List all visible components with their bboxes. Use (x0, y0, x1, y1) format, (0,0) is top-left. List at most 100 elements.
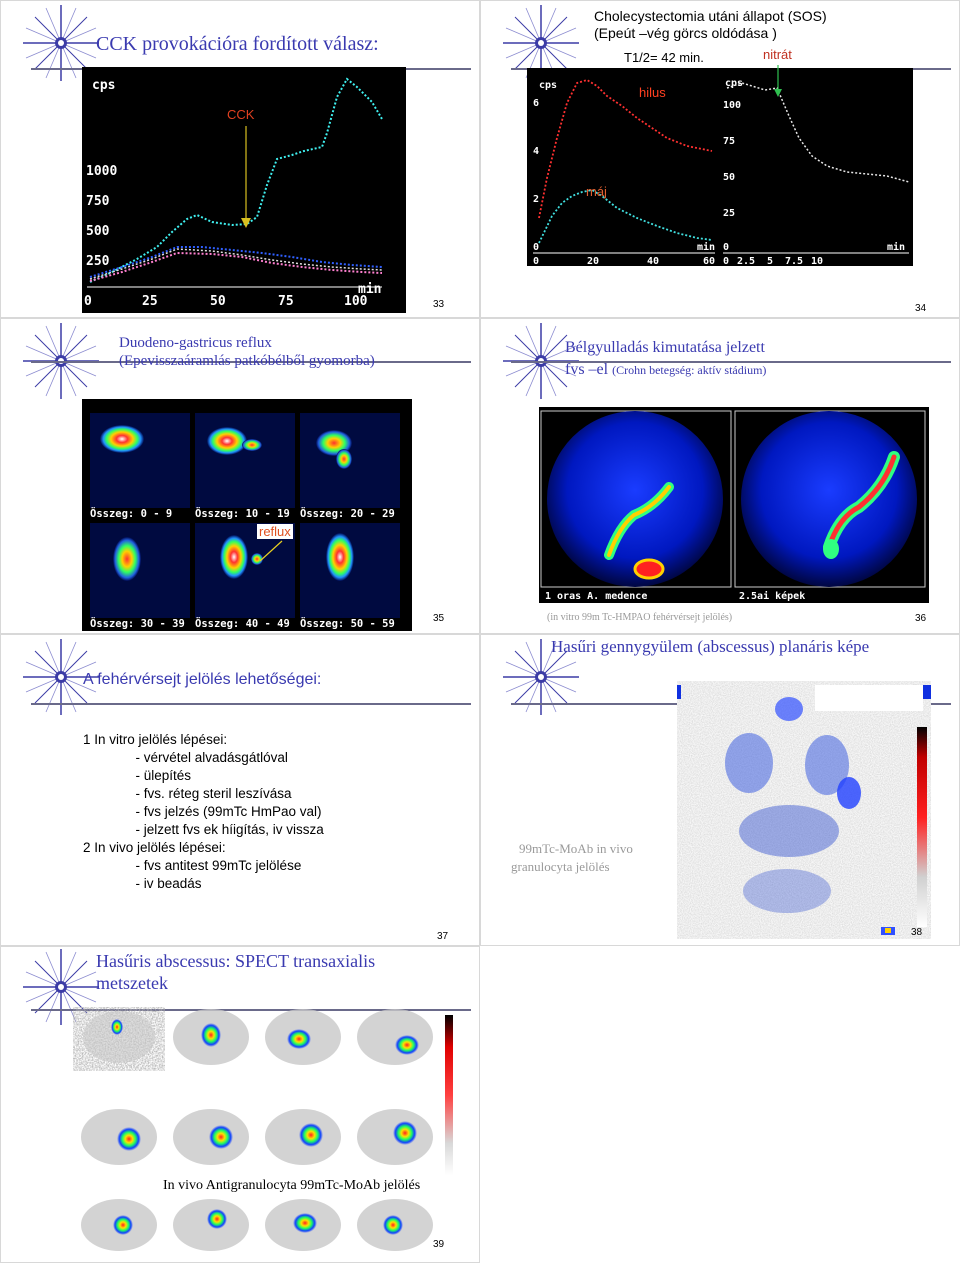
frame-caption: 2.5ai képek (739, 590, 805, 602)
slice-row-2 (81, 1109, 433, 1165)
hilus-label: hilus (639, 85, 666, 100)
y-unit-label: cps (725, 78, 743, 89)
step-line: - vérvétel alvadásgátlóval (83, 750, 288, 765)
x-tick-0: 0 (84, 294, 92, 309)
y-tick-500: 500 (86, 224, 110, 239)
frame-label: Összeg: 20 - 29 (300, 506, 395, 520)
slide-number: 37 (437, 931, 449, 942)
dynamic-frames-panel: Összeg: 0 - 9 Összeg: 10 - 19 Összeg: 20… (82, 399, 412, 631)
x-unit-label: min (697, 241, 715, 253)
step-line: - fvs. réteg steril leszívása (83, 786, 292, 801)
series-magenta (89, 251, 383, 282)
frame-caption: 1 oras A. medence (545, 591, 647, 602)
slide-37: A fehérvérsejt jelölés lehetőségei: 1 In… (0, 634, 480, 946)
y-tick-6: 6 (533, 98, 539, 109)
frame-label: Összeg: 50 - 59 (300, 616, 395, 630)
slide-34: Cholecystectomia utáni állapot (SOS) (Ep… (480, 0, 960, 318)
slide-39: Hasűris abscessus: SPECT transaxialis me… (0, 946, 480, 1263)
slide-title-line1: Bélgyulladás kimutatása jelzett (565, 339, 765, 356)
title-rule (31, 361, 471, 363)
frame-label: Összeg: 10 - 19 (195, 506, 290, 520)
y-tick-250: 250 (86, 254, 110, 269)
step-line: - fvs jelzés (99mTc HmPao val) (83, 804, 322, 819)
method-note: (in vitro 99m Tc-HMPAO fehérvérsejt jelö… (547, 612, 733, 623)
x-tick-5: 5 (767, 256, 773, 266)
reflux-label: reflux (257, 524, 293, 539)
slide-title-line2: fvs –el (Crohn betegség: aktív stádium) (565, 361, 766, 379)
y-tick-75: 75 (723, 136, 735, 147)
nitrate-arrow (774, 65, 782, 97)
slice-row-1 (81, 1009, 433, 1065)
slice-caption: In vivo Antigranulocyta 99mTc-MoAb jelöl… (163, 1178, 421, 1194)
x-tick-60: 60 (703, 256, 715, 266)
step-line: - iv beadás (83, 876, 202, 891)
x-tick-50: 50 (210, 294, 226, 309)
x-tick-75: 75 (278, 294, 294, 309)
empty-area (480, 946, 960, 1263)
frame-label: Összeg: 40 - 49 (195, 616, 290, 630)
steps-list: 1 In vitro jelölés lépései: - vérvétel a… (83, 731, 324, 893)
slide-33: CCK provokációra fordított válasz: cps 1… (0, 0, 480, 318)
y-tick-50: 50 (723, 172, 735, 183)
spect-transaxial-slices (81, 1009, 453, 1251)
hilus-series (538, 79, 713, 219)
y-tick-750: 750 (86, 194, 110, 209)
x-tick-10: 10 (811, 256, 823, 266)
slide-title-line1: Hasűris abscessus: SPECT transaxialis (96, 951, 376, 971)
x-unit-label: min (887, 241, 905, 253)
slide-36: Bélgyulladás kimutatása jelzett fvs –el … (480, 318, 960, 634)
bowel-scintigrams: 1 oras A. medence 2.5ai képek (540, 410, 926, 602)
slide-number: 34 (915, 303, 927, 314)
whole-body-planar (669, 681, 933, 939)
spect-slices-panel (71, 1007, 455, 1262)
slide-title: A fehérvérsejt jelölés lehetőségei: (83, 671, 322, 688)
slide-title-line2: (Epeút –vég görcs oldódása ) (594, 25, 777, 41)
x-tick-7-5: 7.5 (785, 256, 803, 266)
cck-arrow (241, 126, 251, 228)
step-line: 2 In vivo jelölés lépései: (83, 840, 226, 855)
liver-label: máj (586, 184, 607, 199)
x-unit-label: min (358, 282, 381, 297)
y-tick-100: 100 (723, 100, 741, 111)
curve-chart-panel: cps 1000 750 500 250 min 0 25 50 75 100 (82, 67, 406, 313)
title-main: fvs –el (565, 361, 609, 378)
slide-number: 33 (433, 299, 445, 310)
frame-label: Összeg: 30 - 39 (90, 616, 185, 630)
y-tick-2: 2 (533, 194, 539, 205)
slide-number: 36 (915, 613, 927, 624)
frame-label: Összeg: 0 - 9 (90, 506, 172, 520)
series-white (89, 248, 383, 280)
y-tick-0: 0 (533, 242, 539, 253)
series-blue (89, 246, 383, 278)
series-cyan (89, 77, 383, 283)
x-tick-0: 0 (533, 256, 539, 266)
y-tick-1000: 1000 (86, 164, 117, 179)
step-line: - ülepítés (83, 768, 192, 783)
hilus-liver-chart: cps 6 4 2 0 min 0 20 40 60 cps 100 75 50… (533, 78, 910, 266)
y-unit-label: cps (539, 80, 557, 91)
method-note-1: 99mTc-MoAb in vivo (519, 841, 633, 856)
y-tick-4: 4 (533, 146, 539, 157)
x-tick-100: 100 (344, 294, 368, 309)
y-tick-0: 0 (723, 242, 729, 253)
pelvic-hotspot (633, 558, 665, 580)
t-half-label: T1/2= 42 min. (624, 50, 704, 65)
title-small: (Crohn betegség: aktív stádium) (612, 363, 767, 377)
x-tick-20: 20 (587, 256, 599, 266)
title-rule (31, 1009, 471, 1011)
scintigram-panel: 1 oras A. medence 2.5ai képek (539, 407, 929, 603)
title-rule (31, 703, 471, 705)
slide-title: CCK provokációra fordított válasz: (96, 33, 379, 55)
slide-35: Duodeno-gastricus reflux (Epevisszaáraml… (0, 318, 480, 634)
cck-label: CCK (227, 107, 255, 122)
slide-38: Hasűri gennygyülem (abscessus) planáris … (480, 634, 960, 946)
planar-image-panel (669, 681, 933, 939)
slice-row-3 (81, 1199, 433, 1251)
y-unit-label: cps (92, 78, 115, 93)
slide-title-line2: metszetek (96, 973, 168, 993)
slide-title: Hasűri gennygyülem (abscessus) planáris … (551, 637, 870, 656)
slide-title-line1: Duodeno-gastricus reflux (119, 335, 272, 351)
x-tick-25: 25 (142, 294, 158, 309)
title-rule (511, 361, 951, 363)
y-tick-25: 25 (723, 208, 735, 219)
